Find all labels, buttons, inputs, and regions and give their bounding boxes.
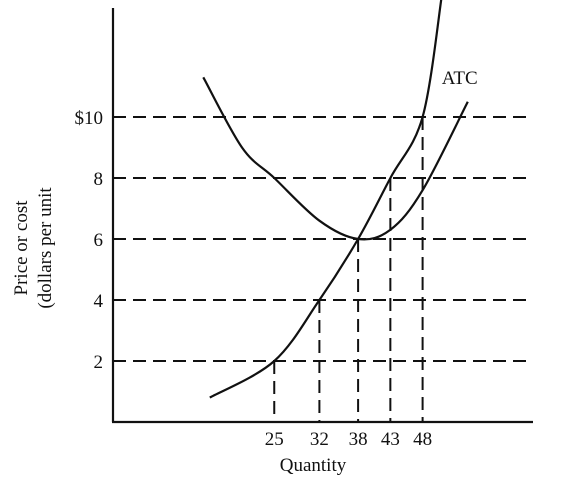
y-tick-label-6: 6 [94, 230, 104, 251]
y-axis-title-line-1: Price or cost [11, 200, 32, 296]
x-tick-label-48: 48 [413, 429, 432, 450]
axis-layer [111, 8, 533, 424]
grid-layer [113, 116, 530, 422]
label-layer: Quantity Price or cost (dollars per unit… [11, 68, 478, 476]
y-tick-label-10: $10 [75, 108, 104, 129]
x-tick-label-32: 32 [310, 429, 329, 450]
atc-curve [202, 76, 469, 241]
y-axis-title-line-2: (dollars per unit [35, 187, 56, 309]
x-tick-label-43: 43 [381, 429, 400, 450]
y-tick-label-2: 2 [94, 352, 104, 373]
x-tick-label-25: 25 [265, 429, 284, 450]
x-tick-label-38: 38 [349, 429, 368, 450]
mc-curve [209, 0, 443, 399]
x-axis-title: Quantity [280, 455, 347, 476]
curve-layer [202, 0, 469, 399]
y-tick-label-8: 8 [94, 169, 104, 190]
atc-label: ATC [442, 68, 478, 89]
y-tick-label-4: 4 [94, 291, 104, 312]
